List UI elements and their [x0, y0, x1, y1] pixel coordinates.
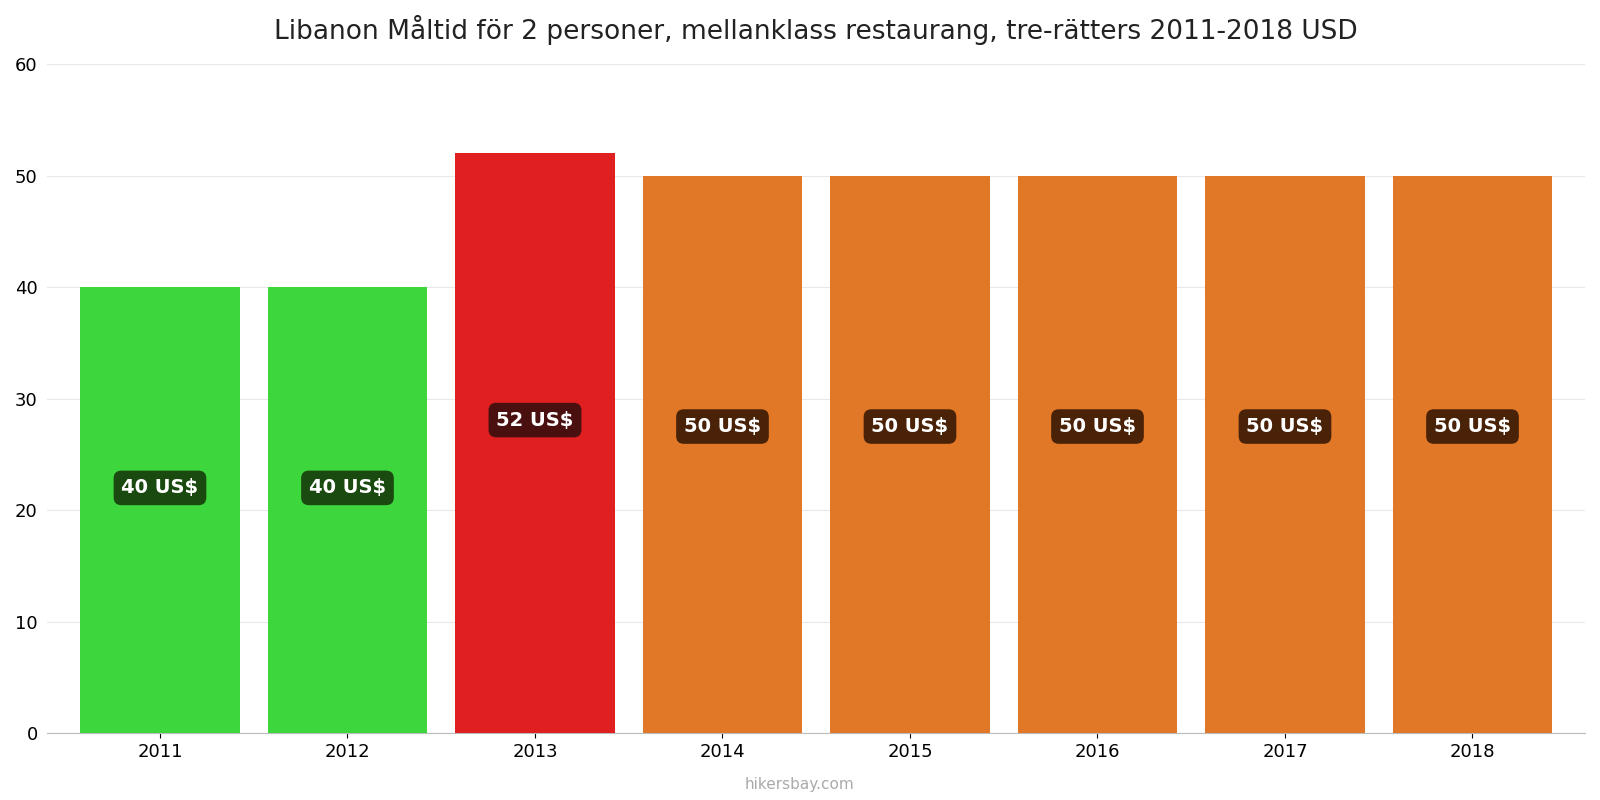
Bar: [1394, 175, 1552, 734]
Text: 50 US$: 50 US$: [1434, 417, 1510, 436]
Text: 40 US$: 40 US$: [122, 478, 198, 498]
Text: 52 US$: 52 US$: [496, 410, 574, 430]
Bar: [643, 175, 802, 734]
Text: hikersbay.com: hikersbay.com: [746, 777, 854, 792]
Bar: [456, 154, 614, 734]
Bar: [1018, 175, 1178, 734]
Text: 50 US$: 50 US$: [1246, 417, 1323, 436]
Text: 50 US$: 50 US$: [1059, 417, 1136, 436]
Bar: [830, 175, 990, 734]
Bar: [80, 287, 240, 734]
Bar: [1205, 175, 1365, 734]
Text: 50 US$: 50 US$: [872, 417, 949, 436]
Text: 40 US$: 40 US$: [309, 478, 386, 498]
Text: 50 US$: 50 US$: [683, 417, 762, 436]
Bar: [267, 287, 427, 734]
Title: Libanon Måltid för 2 personer, mellanklass restaurang, tre-rätters 2011-2018 USD: Libanon Måltid för 2 personer, mellankla…: [275, 15, 1358, 45]
